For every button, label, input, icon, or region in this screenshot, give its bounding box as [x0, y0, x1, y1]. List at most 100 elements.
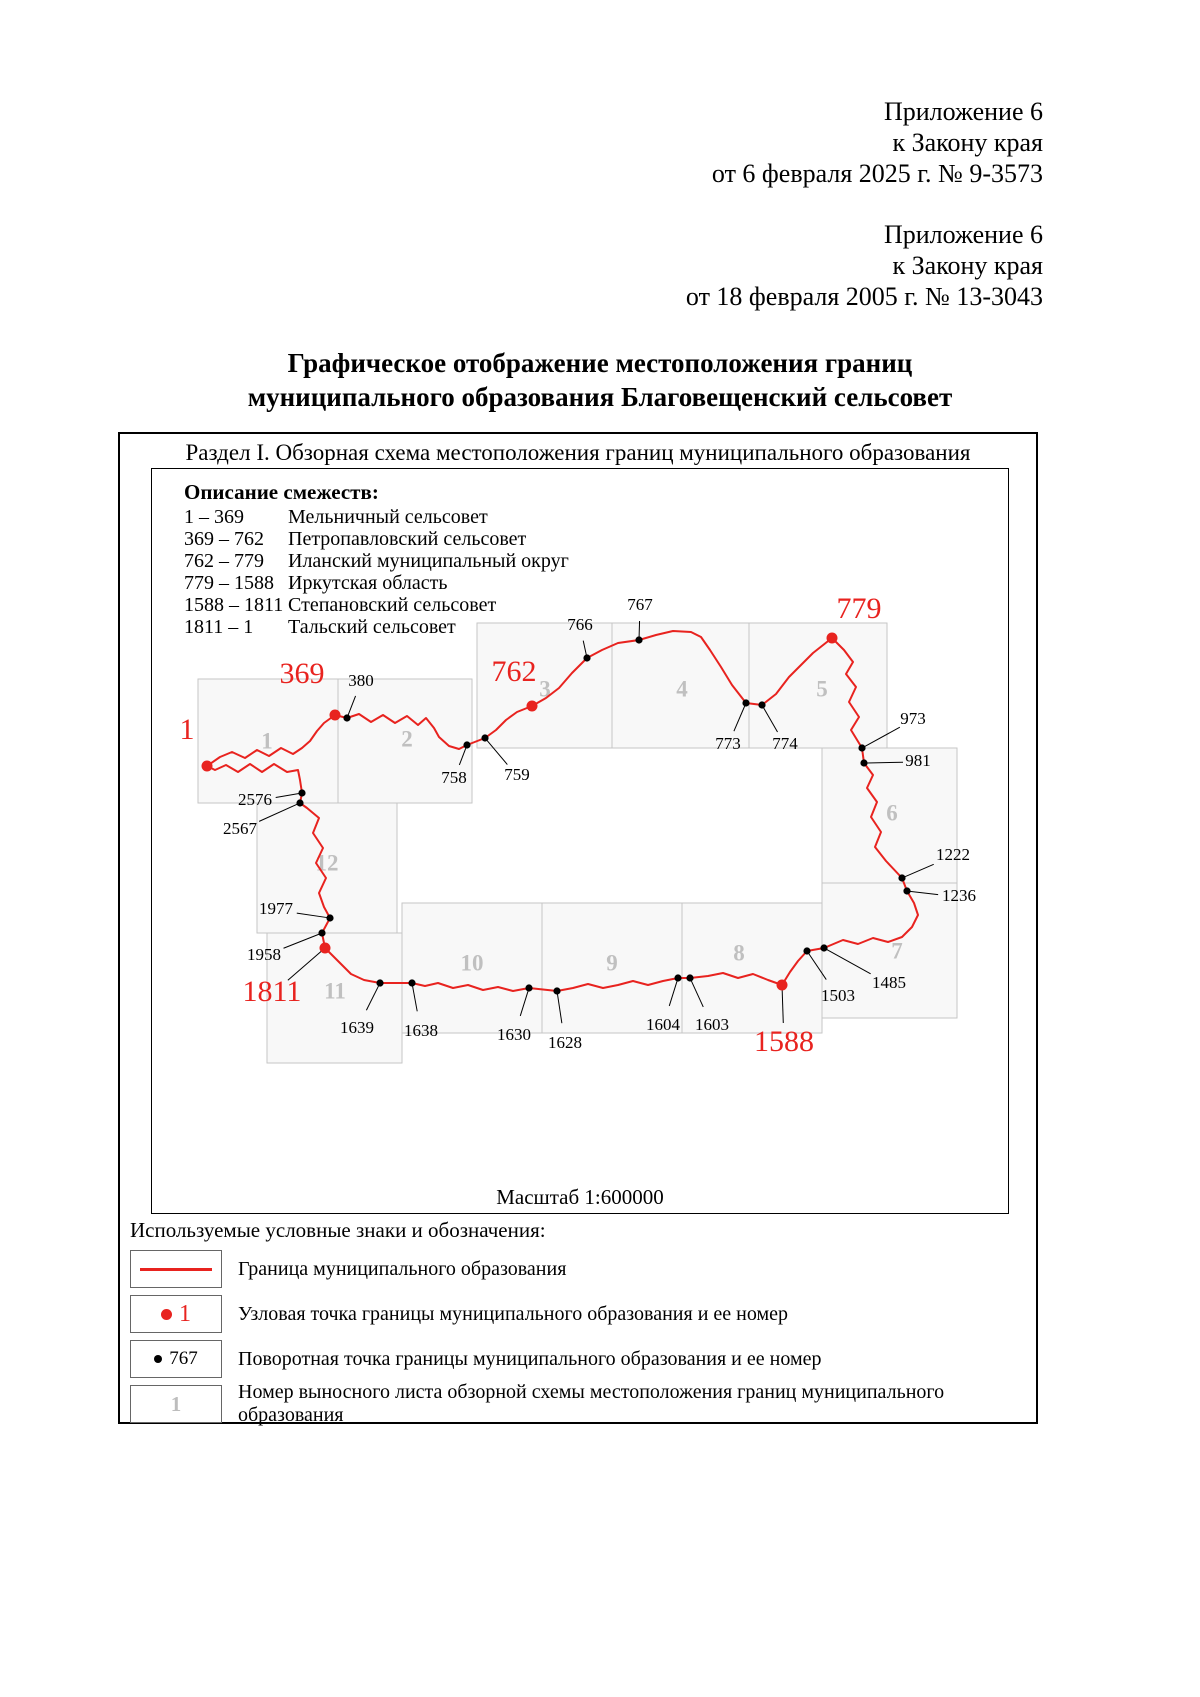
- turning-point-dot: [296, 799, 304, 807]
- adjacency-row: 779 – 1588 Иркутская область: [184, 572, 569, 594]
- section-title: Раздел I. Обзорная схема местоположения …: [185, 440, 971, 465]
- node-point-icon: [161, 1308, 172, 1320]
- turning-point-dot: [343, 714, 351, 722]
- turning-point-dot: [583, 654, 591, 662]
- node-point-number: 1811: [243, 975, 302, 1008]
- turning-point-number: 1977: [259, 899, 294, 918]
- adjacency-name: Мельничный сельсовет: [288, 506, 488, 528]
- point-leader-line: [781, 987, 784, 1024]
- turning-point-dot: [674, 974, 682, 982]
- sheet-number: 9: [606, 950, 618, 975]
- appendix-header: Приложение 6 к Закону края от 6 февраля …: [686, 96, 1043, 312]
- sheet-number: 6: [886, 800, 898, 825]
- adjacency-name: Тальский сельсовет: [288, 616, 456, 638]
- sheet-number: 3: [539, 676, 551, 701]
- turning-point-dot: [298, 789, 306, 797]
- point-leader-line: [763, 707, 778, 733]
- point-leader-line: [412, 985, 418, 1012]
- node-point-number: 369: [280, 657, 325, 690]
- sheet-rect: [337, 678, 473, 804]
- boundary-line-symbol: [130, 1250, 222, 1288]
- legend: Используемые условные знаки и обозначени…: [130, 1218, 1028, 1430]
- legend-label: Узловая точка границы муниципального обр…: [238, 1302, 789, 1325]
- point-leader-line: [458, 747, 467, 766]
- turning-point-number: 1485: [872, 973, 906, 992]
- sheet-number: 11: [324, 978, 346, 1003]
- document-title: Графическое отображение местоположения г…: [0, 346, 1200, 414]
- sheet-number-sample: 1: [170, 1391, 182, 1416]
- sheet-number-symbol: 1: [130, 1385, 222, 1423]
- adjacency-name: Петропавловский сельсовет: [288, 528, 527, 550]
- node-point-dot: [201, 760, 213, 772]
- turning-point-number: 1222: [936, 845, 970, 864]
- node-point-dot: [319, 942, 331, 954]
- point-leader-line: [904, 863, 934, 878]
- node-point-number: 1: [180, 713, 195, 746]
- adjacency-name: Иланский муниципальный округ: [288, 550, 569, 572]
- legend-label: Номер выносного листа обзорной схемы мес…: [238, 1381, 945, 1426]
- turning-point-dot: [553, 987, 561, 995]
- map-scale: Масштаб 1:600000: [496, 1185, 664, 1209]
- node-point-dot: [329, 709, 341, 721]
- turning-point-dot: [376, 979, 384, 987]
- turning-point-dot: [686, 974, 694, 982]
- turning-point-number: 1603: [695, 1015, 729, 1034]
- appendix-header-line: к Закону края: [892, 128, 1043, 157]
- turning-point-number: 759: [504, 765, 530, 784]
- sheet-number: 4: [676, 676, 688, 701]
- node-point-number: 762: [492, 655, 537, 688]
- adjacency-range: 1588 – 1811: [184, 594, 284, 616]
- adjacency-row: 1 – 369 Мельничный сельсовет: [184, 506, 569, 528]
- sheet-rect: [266, 932, 403, 1064]
- point-leader-line: [486, 739, 508, 765]
- turning-point-number: 766: [567, 615, 593, 634]
- adjacency-name: Иркутская область: [288, 572, 448, 594]
- turn-point-icon: [154, 1355, 163, 1363]
- sheet-number: 10: [461, 950, 484, 975]
- turn-point-symbol: 767: [130, 1340, 222, 1378]
- point-leader-line: [733, 705, 746, 732]
- adjacency-range: 1811 – 1: [184, 616, 254, 638]
- node-point-number: 779: [837, 592, 882, 625]
- sheet-number: 5: [816, 676, 828, 701]
- turning-point-number: 1236: [942, 886, 976, 905]
- turning-point-dot: [860, 759, 868, 767]
- turning-point-number: 1958: [247, 945, 281, 964]
- adjacency-heading: Описание смежеств:: [184, 480, 379, 504]
- turning-point-dot: [635, 636, 643, 644]
- turning-point-number: 1604: [646, 1015, 681, 1034]
- legend-label: Поворотная точка границы муниципального …: [238, 1347, 822, 1370]
- appendix-header-line: от 18 февраля 2005 г. № 13-3043: [685, 282, 1043, 311]
- turning-point-number: 1639: [340, 1018, 374, 1037]
- turning-point-number: 758: [441, 768, 467, 787]
- node-point-symbol: 1: [130, 1295, 222, 1333]
- node-point-dot: [526, 700, 538, 712]
- appendix-header-line: от 6 февраля 2025 г. № 9-3573: [711, 159, 1043, 188]
- adjacency-row: 369 – 762 Петропавловский сельсовет: [184, 528, 569, 550]
- turning-point-dot: [408, 979, 416, 987]
- legend-heading: Используемые условные знаки и обозначени…: [130, 1218, 546, 1242]
- turning-point-dot: [858, 744, 866, 752]
- legend-label: Граница муниципального образования: [238, 1257, 567, 1280]
- sheet-number: 12: [316, 850, 339, 875]
- sheet-number: 1: [261, 728, 273, 753]
- turning-point-dot: [903, 887, 911, 895]
- turning-point-number: 973: [900, 709, 926, 728]
- point-leader-line: [347, 695, 357, 716]
- node-point-dot: [826, 632, 838, 644]
- point-leader-line: [866, 761, 904, 764]
- turning-point-number: 1638: [404, 1021, 438, 1040]
- turning-point-dot: [525, 984, 533, 992]
- adjacency-description: Описание смежеств: 1 – 369 Мельничный се…: [184, 481, 569, 638]
- appendix-header-line: Приложение 6: [883, 97, 1043, 126]
- turning-point-dot: [742, 699, 750, 707]
- adjacency-range: 369 – 762: [184, 528, 264, 550]
- adjacency-row: 1588 – 1811 Степановский сельсовет: [184, 594, 569, 616]
- turning-point-dot: [326, 914, 334, 922]
- header-gap: [686, 189, 1043, 219]
- point-leader-line: [826, 949, 871, 975]
- sheet-rect: [541, 902, 683, 1034]
- turning-point-dot: [758, 701, 766, 709]
- boundary-line-icon: [140, 1267, 212, 1271]
